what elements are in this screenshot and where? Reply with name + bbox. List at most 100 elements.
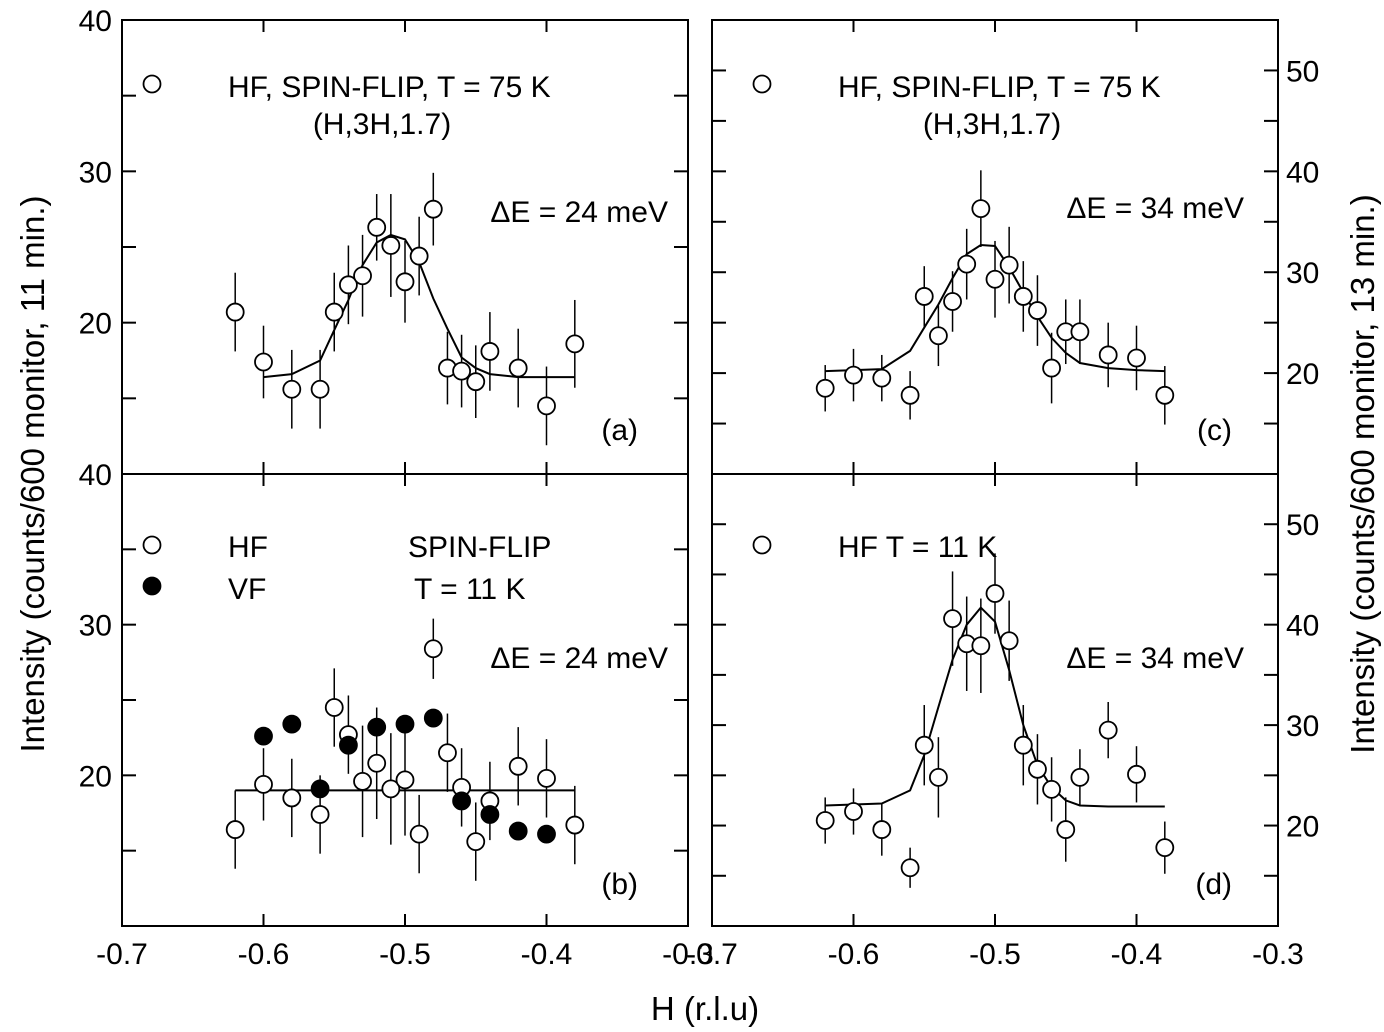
- panel-d: -0.7 -0.6 -0.5 -0.4 -0.3 20 30 40 50 HF T = 11 K Δ…: [686, 473, 1319, 971]
- y-tick-label: 40: [79, 459, 112, 492]
- y-tick-label: 50: [1286, 509, 1319, 542]
- data-point-open: [225, 302, 245, 322]
- panel-label: (a): [601, 414, 638, 447]
- data-point-open: [395, 272, 415, 292]
- legend-marker: [142, 535, 162, 555]
- data-point-open: [900, 858, 920, 878]
- data-point-open: [324, 302, 344, 322]
- data-point-open: [1155, 838, 1175, 858]
- y-tick-label: 30: [1286, 710, 1319, 743]
- data-point-open: [1098, 345, 1118, 365]
- data-point-open: [452, 361, 472, 381]
- data-point-open: [423, 199, 443, 219]
- data-point-open: [466, 372, 486, 392]
- x-tick-label: -0.4: [1111, 938, 1163, 971]
- data-point-open: [1070, 767, 1090, 787]
- data-point-open: [999, 631, 1019, 651]
- data-point-open: [985, 269, 1005, 289]
- x-tick-label: -0.6: [238, 938, 290, 971]
- data-point-open: [565, 815, 585, 835]
- x-tick-label: -0.7: [686, 938, 738, 971]
- data-point-open: [985, 584, 1005, 603]
- data-point-open: [914, 735, 934, 755]
- data-point-open: [971, 199, 991, 219]
- data-point-filled: [508, 821, 528, 841]
- data-point-open: [957, 254, 977, 274]
- data-point-open: [943, 609, 962, 629]
- data-point-open: [466, 832, 486, 852]
- data-point-open: [508, 756, 528, 776]
- data-point-open: [815, 378, 835, 398]
- fit-line: [825, 243, 1165, 373]
- legend-marker: [142, 576, 162, 596]
- x-axis-title: H (r.l.u): [651, 990, 759, 1027]
- panel-label: (c): [1197, 414, 1232, 447]
- annotation: ΔE = 24 meV: [490, 196, 668, 229]
- data-point-open: [480, 342, 500, 361]
- data-point-open: [1127, 764, 1146, 784]
- legend-marker: [752, 535, 772, 555]
- data-point-open: [324, 698, 344, 717]
- data-point-open: [254, 352, 273, 372]
- panel-a: 20 30 40 HF, SPIN-FLIP, T = 75 K (H,3H,1.7) Δ…: [79, 5, 689, 475]
- data-point-open: [872, 368, 892, 388]
- legend-text: HF, SPIN-FLIP, T = 75 K: [228, 71, 551, 104]
- y-tick-label: 20: [1286, 811, 1319, 844]
- data-point-open: [254, 774, 273, 794]
- panel-label: (d): [1195, 868, 1232, 901]
- legend-marker: [142, 74, 162, 94]
- data-point-open: [565, 334, 585, 354]
- data-point-open: [1042, 779, 1061, 799]
- data-point-open: [225, 820, 245, 839]
- panel-frame: [121, 473, 689, 927]
- data-point-open: [844, 802, 863, 821]
- data-point-filled: [395, 714, 415, 734]
- data-point-open: [1013, 287, 1033, 306]
- data-point-open: [353, 771, 372, 791]
- data-point-filled: [338, 735, 358, 755]
- y-tick-label: 30: [1286, 257, 1319, 290]
- data-point-open: [1013, 735, 1033, 755]
- fit-line: [825, 606, 1165, 808]
- y-tick-label: 20: [79, 760, 112, 793]
- y-tick-label: 40: [1286, 610, 1319, 643]
- data-point-open: [381, 779, 401, 799]
- data-point-open: [1070, 322, 1090, 342]
- annotation: ΔE = 34 meV: [1066, 642, 1244, 675]
- data-point-open: [381, 236, 401, 255]
- y-tick-label: 30: [79, 156, 112, 189]
- y-tick-label: 20: [1286, 358, 1319, 391]
- data-point-open: [367, 217, 387, 237]
- data-point-open: [929, 767, 948, 787]
- data-point-open: [438, 743, 457, 763]
- legend-text: VF: [228, 573, 266, 606]
- data-point-filled: [452, 791, 472, 811]
- data-point-filled: [480, 805, 500, 824]
- data-point-filled: [310, 779, 330, 799]
- y-tick-label: 40: [79, 5, 112, 38]
- y-tick-label: 30: [79, 610, 112, 643]
- data-point-open: [1098, 720, 1118, 740]
- data-point-open: [971, 636, 991, 656]
- x-tick-label: -0.3: [1252, 938, 1304, 971]
- x-tick-label: -0.5: [379, 938, 431, 971]
- data-point-open: [1155, 385, 1175, 405]
- y-tick-label: 40: [1286, 156, 1319, 189]
- data-point-open: [310, 805, 330, 824]
- data-point-open: [1127, 348, 1146, 368]
- data-point-open: [395, 770, 415, 790]
- annotation: (H,3H,1.7): [313, 108, 451, 141]
- data-point-open: [1028, 759, 1047, 779]
- x-tick-label: -0.5: [969, 938, 1021, 971]
- legend-text: HF: [228, 531, 268, 564]
- data-point-open: [409, 246, 429, 266]
- data-point-open: [914, 287, 934, 306]
- data-point-open: [1028, 301, 1047, 320]
- data-point-open: [929, 326, 948, 346]
- legend-text: HF T = 11 K: [838, 531, 997, 564]
- data-point-open: [338, 275, 358, 295]
- data-point-open: [282, 788, 302, 808]
- data-point-open: [282, 379, 302, 399]
- x-tick-label: -0.3: [662, 938, 714, 971]
- annotation: (H,3H,1.7): [923, 108, 1061, 141]
